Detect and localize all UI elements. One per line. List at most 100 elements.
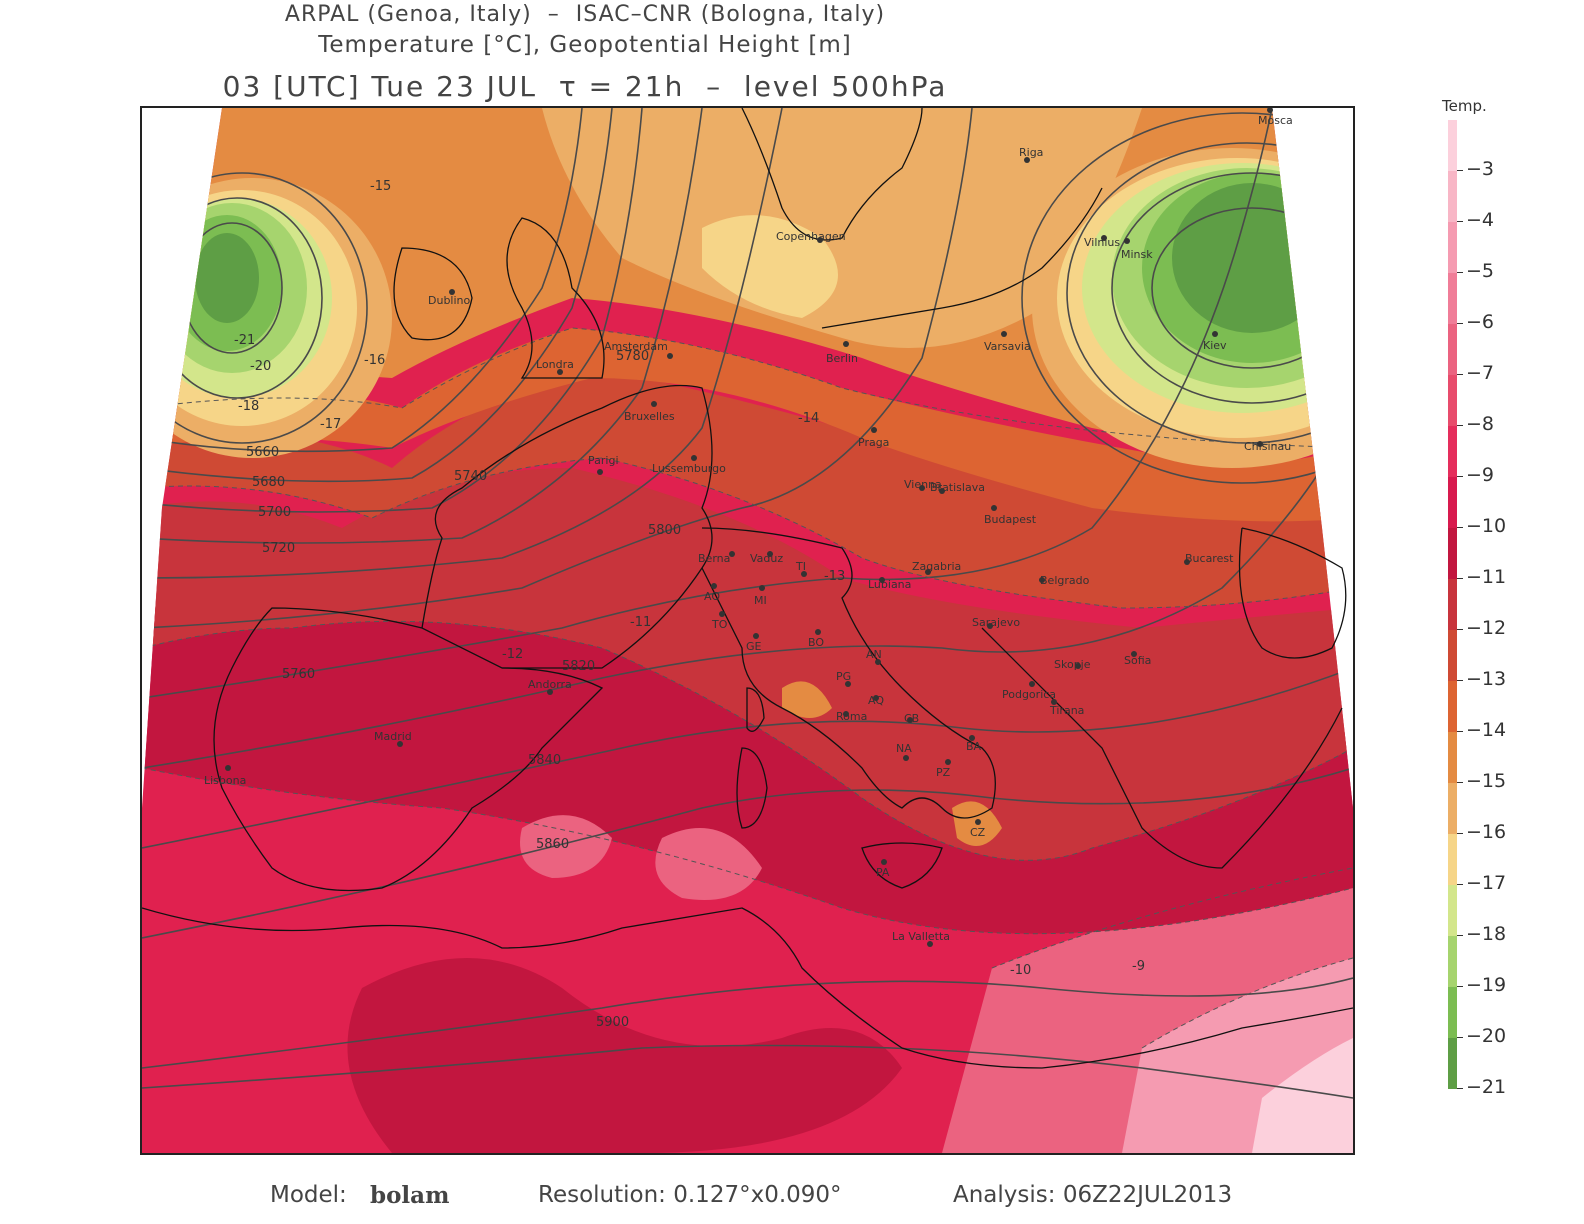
city-label: Praga	[858, 436, 889, 449]
legend-label: −20	[1466, 1025, 1507, 1047]
city-label: Dublino	[428, 294, 471, 307]
city-label: Lubiana	[868, 578, 911, 591]
legend-label: −16	[1466, 821, 1507, 843]
city-label: Roma	[836, 710, 867, 723]
city-label: Sofia	[1124, 654, 1151, 667]
geo-label: 5720	[262, 541, 295, 556]
city-label: Zagabria	[912, 560, 961, 573]
temp-band-minus3	[1252, 1038, 1353, 1153]
temp-label: -11	[630, 615, 651, 630]
temp-label: -9	[1132, 959, 1145, 974]
analysis-text: Analysis: 06Z22JUL2013	[953, 1182, 1233, 1208]
geo-label: 5680	[252, 475, 285, 490]
legend-label: −15	[1466, 770, 1507, 792]
city-label: GE	[746, 640, 762, 653]
cyclone-ne-minus21	[1172, 183, 1332, 333]
city-label: Londra	[536, 358, 574, 371]
city-label: CZ	[970, 826, 986, 839]
coastlines-borders	[142, 108, 1353, 1069]
temp-label: -13	[824, 569, 845, 584]
legend-swatch	[1448, 630, 1457, 681]
legend-label: −10	[1466, 515, 1507, 537]
legend-swatch	[1448, 732, 1457, 783]
legend-label: −7	[1466, 362, 1495, 384]
legend-label: −21	[1466, 1076, 1507, 1098]
geo-label: 5800	[648, 523, 681, 538]
legend-swatch	[1448, 120, 1457, 171]
geo-label: 5740	[454, 469, 487, 484]
city-label: Berlin	[826, 352, 858, 365]
geo-label: 5840	[528, 753, 561, 768]
geo-label: 5900	[596, 1015, 629, 1030]
city-label: TI	[795, 560, 806, 573]
city-label: Varsavia	[984, 340, 1031, 353]
legend-swatch	[1448, 528, 1457, 579]
city-label: Lussemburgo	[652, 462, 726, 475]
temp-label: -21	[234, 333, 255, 348]
legend-label: −3	[1466, 158, 1495, 180]
map-header-line3: 03 [UTC] Tue 23 JUL τ = 21h – level 500h…	[222, 70, 948, 103]
temp-label: -16	[364, 353, 385, 368]
city-label: BA	[966, 740, 982, 753]
city-label: NA	[896, 742, 912, 755]
legend-label: −17	[1466, 872, 1507, 894]
legend-label: −9	[1466, 464, 1495, 486]
temp-blotch-minus7b	[655, 828, 762, 900]
map-header-line2: Temperature [°C], Geopotential Height [m…	[318, 32, 852, 58]
city-label: BO	[808, 636, 824, 649]
legend-swatch	[1448, 477, 1457, 528]
temperature-legend	[1448, 120, 1463, 1089]
city-label: La Valletta	[892, 930, 950, 943]
city-label: AO	[704, 590, 720, 603]
legend-label: −6	[1466, 311, 1495, 333]
legend-swatch	[1448, 222, 1457, 273]
legend-label: −18	[1466, 923, 1507, 945]
city-label: Minsk	[1121, 248, 1153, 261]
legend-label: −12	[1466, 617, 1507, 639]
legend-label: −8	[1466, 413, 1495, 435]
city-label: MI	[754, 594, 767, 607]
legend-label: −4	[1466, 209, 1495, 231]
city-label: Berna	[698, 552, 730, 565]
temp-label: -15	[370, 179, 391, 194]
legend-swatch	[1448, 171, 1457, 222]
geo-label: 5780	[616, 349, 649, 364]
city-label: Amsterdam	[604, 340, 668, 353]
legend-swatch	[1448, 426, 1457, 477]
geopotential-contours	[142, 108, 1353, 1099]
temperature-isolines	[142, 327, 1353, 1049]
legend-swatch	[1448, 987, 1457, 1038]
temp-band-minus16	[542, 108, 1142, 348]
city-label: Madrid	[374, 730, 412, 743]
resolution-text: Resolution: 0.127°x0.090°	[538, 1182, 842, 1208]
city-label: Copenhagen	[776, 230, 846, 243]
city-label: Vienna	[904, 478, 942, 491]
city-label: AN	[866, 648, 882, 661]
temp-label: -17	[320, 417, 341, 432]
weather-map: Mosca Riga Vilnius Minsk Kiev Varsavia B…	[140, 106, 1355, 1155]
isoline-labels: 5660 5680 5700 5720 5740 5760 5780 5800 …	[234, 179, 1145, 1030]
legend-swatch	[1448, 834, 1457, 885]
city-label: Riga	[1019, 146, 1043, 159]
city-label: Bucarest	[1185, 552, 1234, 565]
legend-swatch	[1448, 783, 1457, 834]
city-label: Chisinau	[1244, 440, 1291, 453]
city-label: Tirana	[1049, 704, 1084, 717]
temp-band-minus12	[142, 468, 1353, 861]
city-label: Vaduz	[750, 552, 783, 565]
temp-label: -14	[798, 411, 819, 426]
temp-band-minus13	[142, 368, 1353, 608]
legend-label: −11	[1466, 566, 1507, 588]
legend-swatch	[1448, 324, 1457, 375]
cyclone-nw-minus21	[195, 233, 259, 323]
city-label: Podgorica	[1002, 688, 1056, 701]
legend-swatch	[1448, 885, 1457, 936]
city-label: Kiev	[1203, 339, 1227, 352]
legend-swatch	[1448, 579, 1457, 630]
map-header-line1: ARPAL (Genoa, Italy) – ISAC–CNR (Bologna…	[284, 2, 886, 27]
city-label: Parigi	[588, 454, 619, 467]
city-label: PZ	[936, 766, 951, 779]
legend-title: Temp.	[1442, 97, 1487, 115]
city-label: Sarajevo	[972, 616, 1020, 629]
city-label: Bruxelles	[624, 410, 675, 423]
